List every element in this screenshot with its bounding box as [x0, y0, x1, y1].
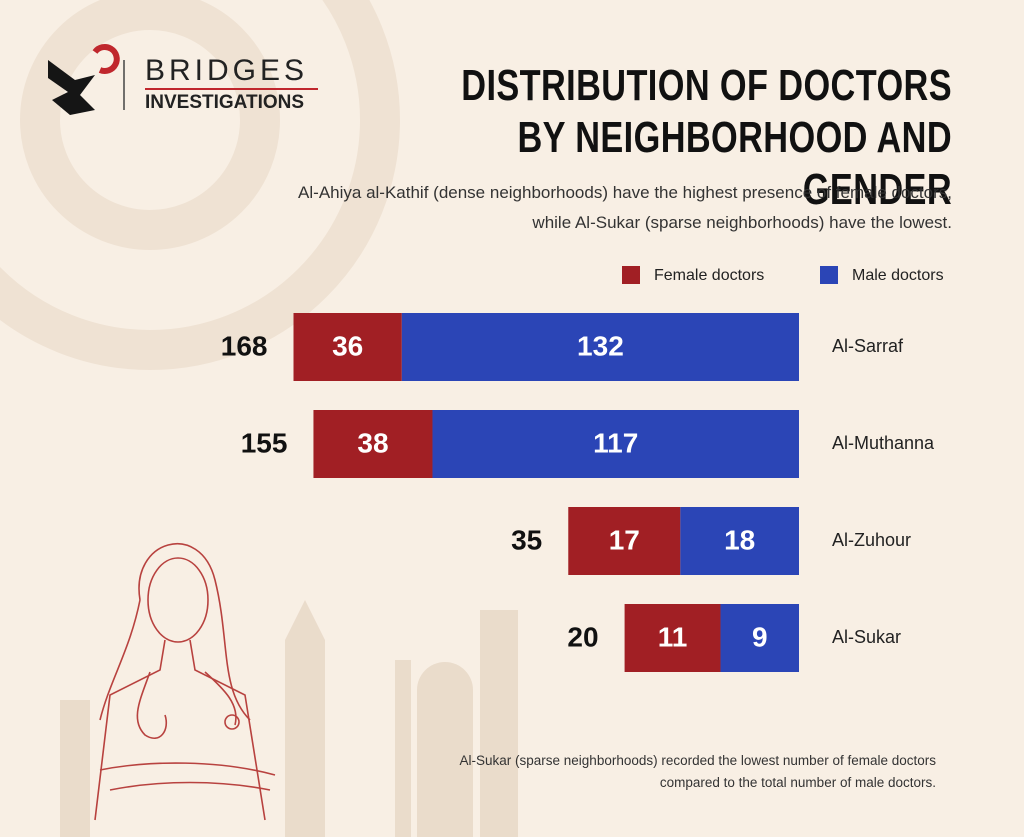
value-label: 38 — [357, 427, 388, 458]
category-label: Al-Sukar — [832, 627, 901, 647]
bar-segment — [313, 410, 433, 478]
bar-segment — [680, 507, 799, 575]
legend-swatch — [622, 266, 640, 284]
value-label: 132 — [577, 330, 624, 361]
value-label: 11 — [658, 621, 688, 652]
bar-segment — [624, 604, 721, 672]
total-label: 20 — [567, 621, 598, 652]
total-label: 35 — [511, 524, 542, 555]
legend-swatch — [820, 266, 838, 284]
background-arcs — [0, 0, 400, 370]
chart-subtitle: Al-Ahiya al-Kathif (dense neighborhoods)… — [298, 183, 952, 232]
value-label: 36 — [332, 330, 363, 361]
chart-title: DISTRIBUTION OF DOCTORS BY NEIGHBORHOOD … — [461, 61, 952, 214]
logo-mark — [48, 60, 95, 115]
doctor-illustration — [94, 542, 276, 821]
total-label: 155 — [241, 427, 288, 458]
value-label: 18 — [724, 524, 755, 555]
bar-segment — [568, 507, 681, 575]
category-label: Al-Muthanna — [832, 433, 935, 453]
bar-segment — [720, 604, 799, 672]
value-label: 17 — [609, 524, 640, 555]
value-label: 117 — [593, 427, 638, 458]
brand-tagline: INVESTIGATIONS — [145, 92, 304, 113]
bar-segment — [293, 313, 402, 381]
logo-arc — [92, 44, 120, 74]
value-label: 9 — [752, 621, 768, 652]
category-label: Al-Zuhour — [832, 530, 911, 550]
brand-name: BRIDGES — [145, 54, 308, 87]
bar-segment — [432, 410, 799, 478]
skyline — [60, 600, 518, 837]
total-label: 168 — [221, 330, 268, 361]
legend-label: Male doctors — [852, 267, 944, 284]
legend-label: Female doctors — [654, 267, 764, 284]
chart-note: Al-Sukar (sparse neighborhoods) recorded… — [459, 753, 937, 790]
category-label: Al-Sarraf — [832, 336, 904, 356]
bar-segment — [401, 313, 799, 381]
